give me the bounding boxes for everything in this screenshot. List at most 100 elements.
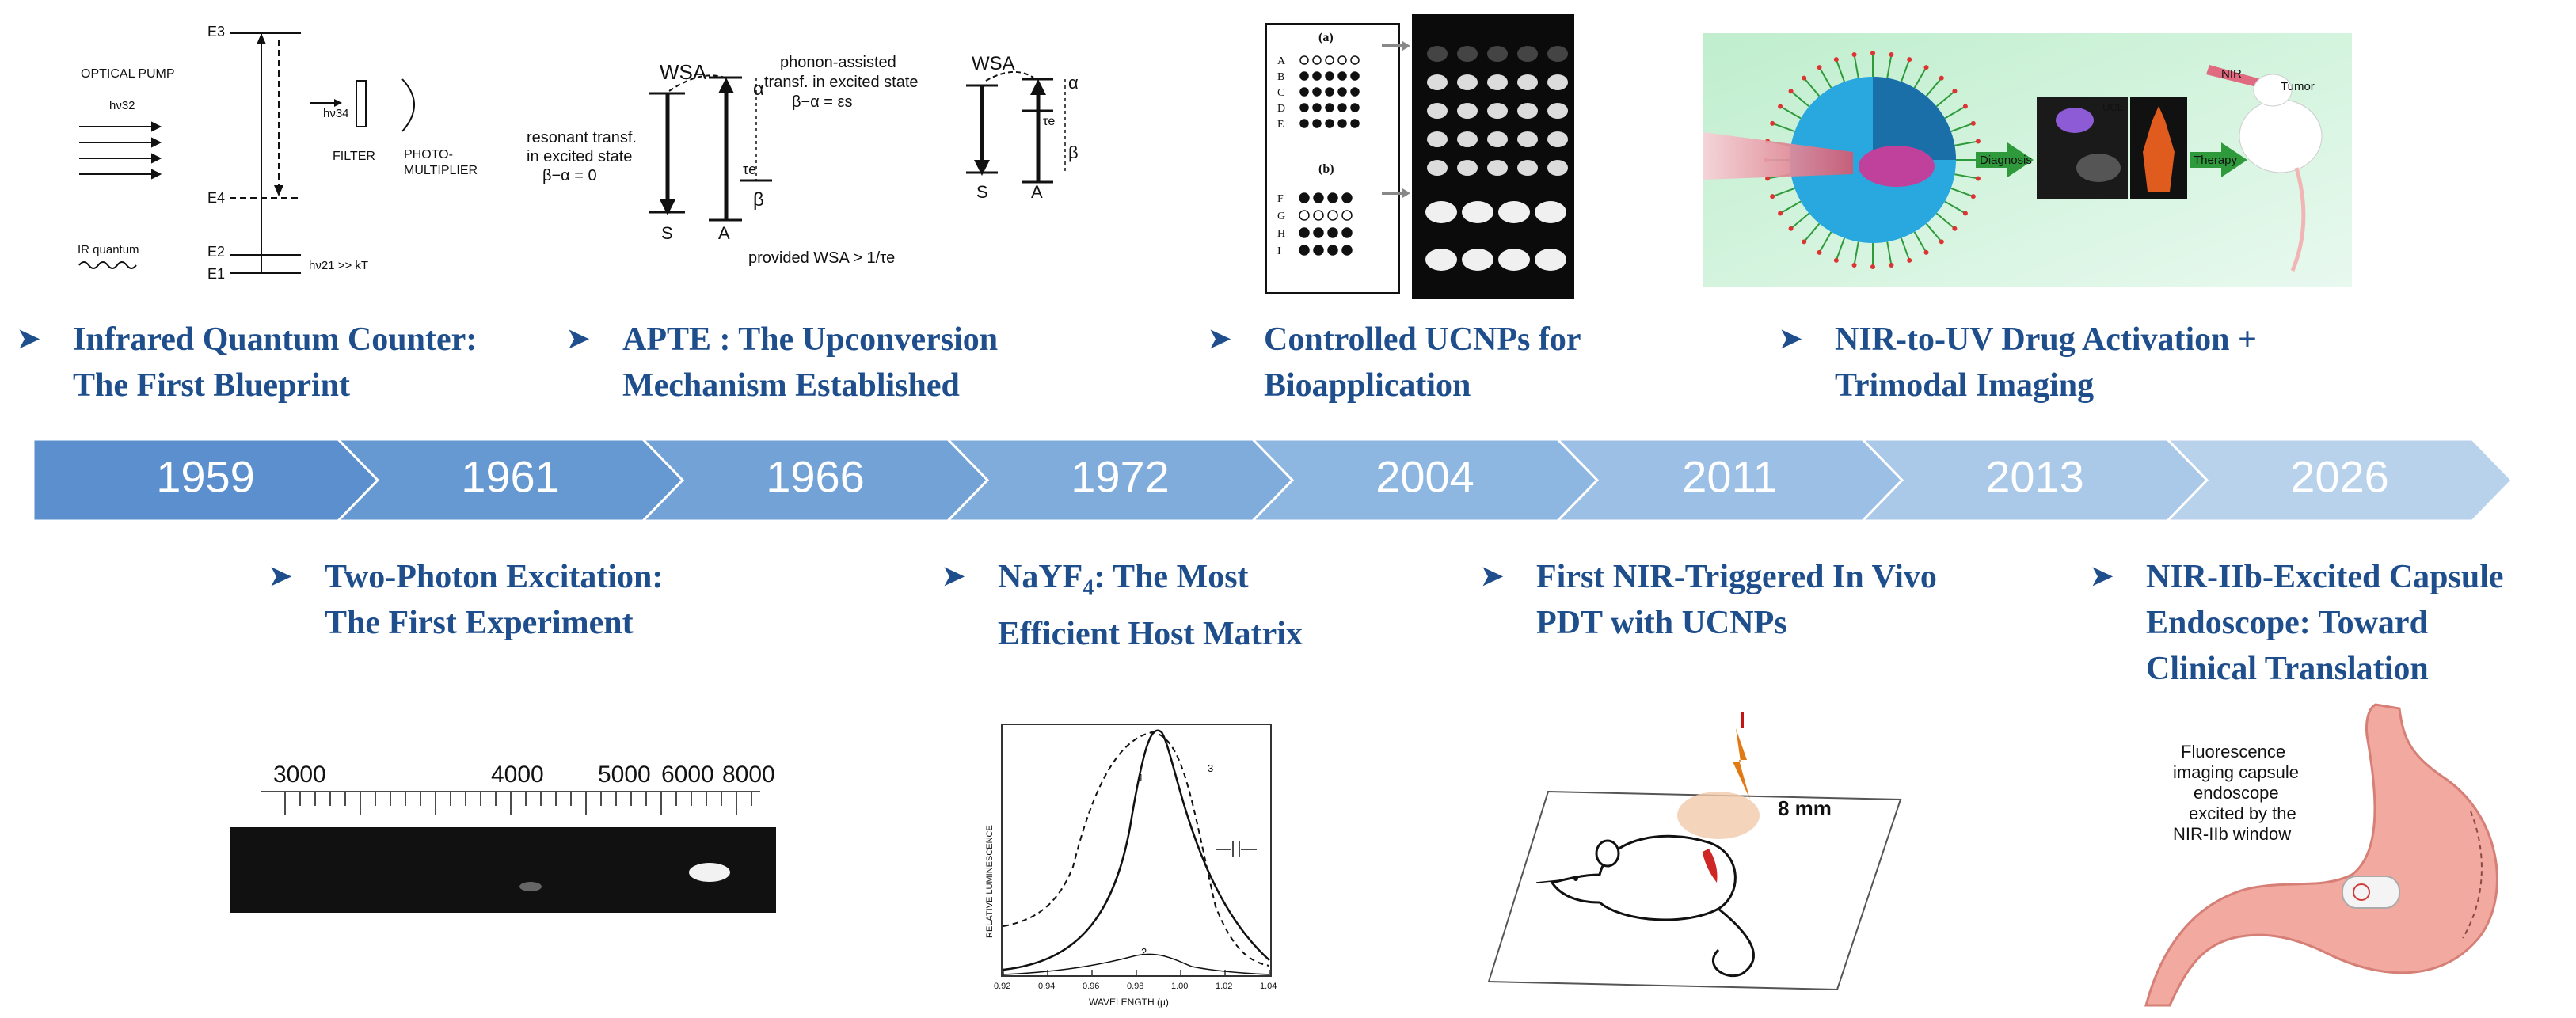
photomultiplier-icon [401,78,415,132]
bullet-arrow-icon: ➤ [2091,562,2114,591]
luminescent-spot [1462,201,1493,223]
year-label-1966: 1966 [766,451,865,501]
ligand-spike [1886,241,1893,266]
svg-text:WSA: WSA [972,53,1015,74]
luminescent-spot [1487,74,1508,90]
array-dot [1337,119,1347,128]
luminescent-spot [1425,201,1457,223]
svg-text:6000: 6000 [661,762,714,788]
row-label: C [1277,87,1284,99]
bullet-arrow-icon: ➤ [17,325,40,354]
row-label: E [1277,119,1284,131]
milestone-title-line2: Trimodal Imaging [1835,367,2095,404]
array-dot [1325,119,1334,128]
ligand-head [1962,104,1968,109]
ligand-head [1833,57,1839,63]
ligand-head [1778,211,1783,216]
array-dot [1327,227,1338,238]
ligand-head [1817,249,1822,255]
ligand-head [1833,257,1839,263]
svg-text:Therapy: Therapy [2194,154,2238,167]
ligand-spike [1803,77,1821,97]
milestone-title-line2: Bioapplication [1264,367,1471,404]
ligand-head [1851,52,1857,58]
luminescent-spot [1517,131,1538,147]
row-label: A [1277,55,1286,67]
milestone-title-line2: Endoscope: Toward [2146,605,2428,641]
svg-text:(a): (a) [1318,31,1334,44]
bullet-arrow-icon: ➤ [1481,562,1504,591]
pump-arrows [79,121,162,180]
ligand-spike [1818,66,1832,89]
ligand-head [1970,194,1976,199]
bullet-arrow-icon: ➤ [269,562,292,591]
up-arrow-icon [718,78,734,93]
multiplier-label: MULTIPLIER [404,164,478,177]
filter-label: FILTER [333,150,375,163]
luminescent-spot [1517,46,1538,62]
array-dot [1325,71,1334,81]
ligand-head [1802,239,1807,245]
milestone-2011: ➤ First NIR-Triggered In Vivo PDT with U… [1481,554,1937,646]
svg-text:A: A [1031,182,1043,202]
luminescent-spot [1498,201,1530,223]
svg-text:β: β [1068,142,1079,162]
array-dot [1337,87,1347,97]
array-dot [1327,245,1338,256]
ligand-spike [1954,140,1979,146]
svg-text:Tumor: Tumor [2281,80,2315,93]
array-dot [1312,103,1322,112]
luminescent-spot [1427,103,1448,119]
milestone-title-line2: Efficient Host Matrix [998,616,1303,653]
curve-3 [1003,731,1270,967]
svg-text:CT: CT [2166,100,2179,112]
ligand-spike [1779,200,1802,215]
therapy-arrow-icon [2190,142,2247,177]
ligand-head [1870,264,1875,269]
row-label: G [1277,211,1285,222]
milestone-title-line1: Two-Photon Excitation: [325,559,664,595]
curve-2 [1003,953,1270,975]
ligand-head [1889,52,1894,58]
ligand-spike [1944,200,1966,215]
luminescent-spot [1457,131,1478,147]
milestone-title-line2: The First Experiment [325,605,634,641]
bullet-arrow-icon: ➤ [567,325,590,354]
figure-quantum-counter: OPTICAL PUMP hν32 E3 E4 E2 E1 IR quantum… [78,24,478,282]
stomach-icon [2144,703,2498,1007]
array-dot [1299,210,1310,221]
array-dot [1341,245,1353,256]
year-label-1959: 1959 [156,451,255,501]
luminescent-spot [1457,74,1478,90]
ligand-spike [1771,187,1795,198]
nir-beam-icon [1703,132,1853,180]
svg-text:β: β [753,189,764,211]
luminescent-spot [1427,46,1448,62]
ligand-head [1923,65,1929,70]
milestone-title-line2: The First Blueprint [73,367,351,404]
ligand-head [1939,239,1944,245]
svg-text:UCL: UCL [2102,101,2123,113]
svg-text:(b): (b) [1318,162,1334,176]
year-label-2004: 2004 [1376,451,1474,501]
figure-nayf4-spectrum: RELATIVE LUMINESCENCE WAVELENGTH (μ) 0.9… [985,724,1277,1008]
svg-text:transf. in excited state: transf. in excited state [764,74,919,91]
capsule-icon [2342,876,2400,909]
ir-quantum-label: IR quantum [78,243,139,256]
svg-text:phonon-assisted: phonon-assisted [780,54,896,71]
ligand-spike [1935,212,1956,230]
ligand-head [1802,75,1807,81]
luminescent-spot [1517,74,1538,90]
ligand-spike [1886,54,1893,78]
array-dot [1350,87,1360,97]
ligand-head [1939,75,1944,81]
array-dot [1327,192,1338,203]
ligand-head [1962,211,1968,216]
milestone-2026: ➤ NIR-IIb-Excited Capsule Endoscope: Tow… [2091,554,2504,692]
diagnosis-arrow-icon [1976,142,2034,177]
figure-pdt-mouse: 8 mm [1487,712,1902,991]
depth-label: 8 mm [1778,796,1832,820]
luminescent-spot [1498,249,1530,271]
ligand-head [1851,262,1857,268]
milestone-2004: ➤ Controlled UCNPs for Bioapplication [1208,317,1581,408]
